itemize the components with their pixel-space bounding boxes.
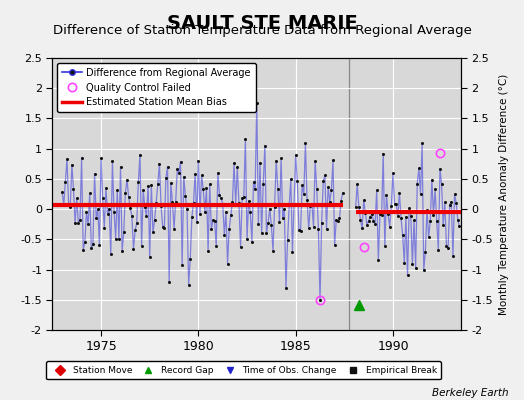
Legend: Difference from Regional Average, Quality Control Failed, Estimated Station Mean: Difference from Regional Average, Qualit… xyxy=(57,63,256,112)
Legend: Station Move, Record Gap, Time of Obs. Change, Empirical Break: Station Move, Record Gap, Time of Obs. C… xyxy=(47,362,441,380)
Text: SAULT STE MARIE: SAULT STE MARIE xyxy=(167,14,357,33)
Y-axis label: Monthly Temperature Anomaly Difference (°C): Monthly Temperature Anomaly Difference (… xyxy=(499,73,509,315)
Text: Difference of Station Temperature Data from Regional Average: Difference of Station Temperature Data f… xyxy=(52,24,472,37)
Text: Berkeley Earth: Berkeley Earth xyxy=(432,388,508,398)
